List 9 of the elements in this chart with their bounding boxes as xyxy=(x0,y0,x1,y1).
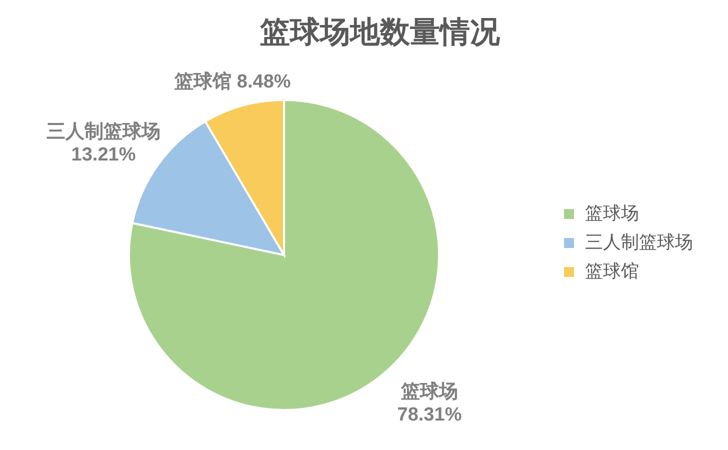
legend-label: 三人制篮球场 xyxy=(585,232,693,252)
data-label: 78.31% xyxy=(397,404,462,426)
slice-label: 篮球场 xyxy=(400,380,458,402)
legend-label: 篮球馆 xyxy=(585,261,639,281)
data-label: 13.21% xyxy=(71,144,136,166)
legend-label: 篮球场 xyxy=(585,203,639,223)
category-label: 篮球馆 8.48% xyxy=(174,71,291,92)
chart-title: 篮球场地数量情况 xyxy=(259,16,501,49)
slice-label: 三人制篮球场 xyxy=(46,120,161,143)
